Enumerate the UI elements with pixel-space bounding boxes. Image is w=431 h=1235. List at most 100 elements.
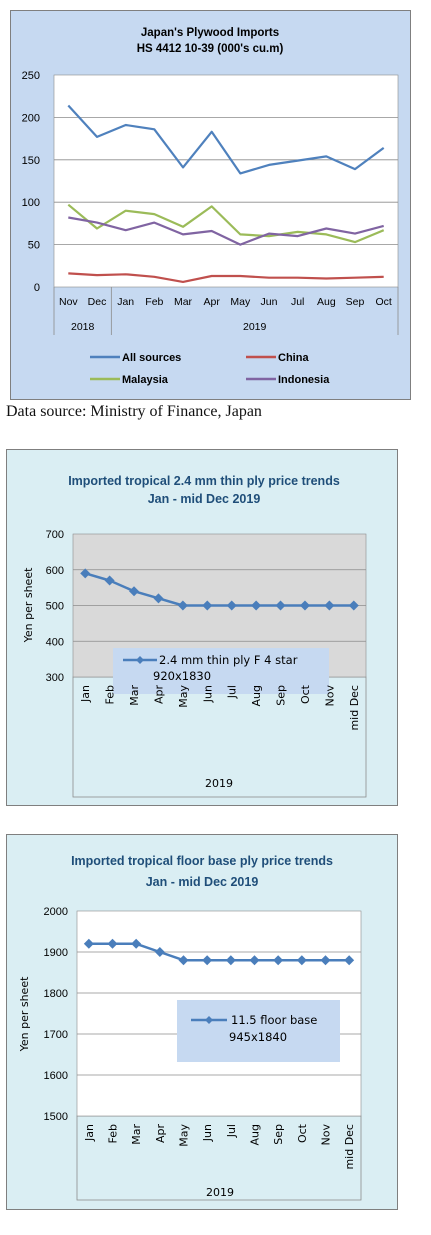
- x-tick-label: Jun: [201, 685, 214, 703]
- floor-base-price-chart-panel: Imported tropical floor base ply price t…: [6, 834, 398, 1210]
- legend-marker: [136, 656, 144, 664]
- y-tick-label: 50: [28, 240, 40, 252]
- data-point: [273, 955, 284, 966]
- thin-ply-price-chart: Imported tropical 2.4 mm thin ply price …: [6, 449, 398, 806]
- x-tick-label: Oct: [375, 296, 391, 308]
- data-point: [225, 955, 236, 966]
- x-tick-label: Nov: [323, 685, 336, 707]
- legend-label: Malaysia: [122, 374, 169, 386]
- plot-area: [53, 74, 399, 288]
- legend-label: 2.4 mm thin ply F 4 star: [159, 653, 298, 667]
- x-tick-label: Mar: [174, 296, 193, 308]
- chart-title: Imported tropical floor base ply price t…: [71, 854, 333, 868]
- x-tick-label: Jun: [261, 296, 278, 308]
- x-tick-label: Jan: [83, 1124, 96, 1142]
- x-tick-label: Jan: [79, 685, 92, 703]
- y-axis-label: Yen per sheet: [22, 567, 35, 644]
- y-tick-label: 0: [34, 282, 40, 294]
- x-tick-label: Aug: [250, 685, 263, 706]
- legend-label: 11.5 floor base: [231, 1013, 317, 1027]
- floor-base-price-chart: Imported tropical floor base ply price t…: [6, 834, 398, 1210]
- x-tick-label: May: [230, 296, 251, 308]
- series-line-china: [68, 272, 384, 283]
- x-tick-label: Sep: [275, 685, 288, 706]
- data-point: [129, 586, 140, 597]
- plywood-imports-chart-panel: Japan's Plywood Imports HS 4412 10-39 (0…: [10, 10, 411, 400]
- y-tick-label: 150: [22, 155, 40, 167]
- x-axis-label: 2019: [205, 777, 233, 790]
- data-point: [153, 593, 164, 604]
- x-tick-label: Mar: [128, 685, 141, 706]
- data-point: [275, 600, 286, 611]
- x-tick-label: Apr: [152, 685, 165, 705]
- y-axis-label: Yen per sheet: [18, 976, 31, 1053]
- x-tick-label: May: [177, 685, 190, 708]
- chart-title: Japan's Plywood Imports: [141, 27, 279, 39]
- legend-label: Indonesia: [278, 374, 330, 386]
- x-tick-label: Feb: [145, 296, 163, 308]
- x-axis-label: 2019: [206, 1186, 234, 1199]
- thin-ply-price-chart-panel: Imported tropical 2.4 mm thin ply price …: [6, 449, 398, 806]
- legend-label: China: [278, 352, 309, 364]
- legend-label: 920x1830: [153, 669, 211, 683]
- x-tick-label: Feb: [107, 1124, 120, 1143]
- x-tick-label: May: [178, 1124, 191, 1147]
- series-line-malaysia: [67, 203, 385, 244]
- y-tick-label: 1600: [44, 1070, 68, 1082]
- x-tick-label: mid Dec: [348, 685, 361, 731]
- x-tick-label: mid Dec: [343, 1124, 356, 1170]
- x-group-label: 2018: [71, 321, 95, 333]
- data-point: [202, 955, 213, 966]
- chart-title: Imported tropical 2.4 mm thin ply price …: [68, 474, 340, 488]
- data-point: [131, 938, 142, 949]
- y-tick-label: 1700: [44, 1029, 68, 1041]
- y-tick-label: 200: [22, 112, 40, 124]
- data-point: [178, 955, 189, 966]
- x-tick-label: Apr: [154, 1124, 167, 1144]
- data-point: [299, 600, 310, 611]
- x-tick-label: Aug: [317, 296, 336, 308]
- data-point: [177, 600, 188, 611]
- data-point: [104, 575, 115, 586]
- x-tick-label: Apr: [203, 296, 220, 308]
- data-point: [80, 568, 91, 579]
- x-tick-label: Mar: [130, 1124, 143, 1145]
- data-point: [296, 955, 307, 966]
- y-tick-label: 700: [46, 529, 64, 541]
- y-tick-label: 250: [22, 70, 40, 82]
- y-tick-label: 300: [46, 672, 64, 684]
- data-point: [107, 938, 118, 949]
- x-group-label: 2019: [243, 321, 267, 333]
- legend-box: [113, 648, 329, 694]
- x-tick-label: Jun: [201, 1124, 214, 1142]
- x-tick-label: Sep: [272, 1124, 285, 1145]
- y-tick-label: 1500: [44, 1111, 68, 1123]
- data-point: [324, 600, 335, 611]
- x-tick-label: Jul: [226, 685, 239, 699]
- series-line-all-sources: [67, 104, 385, 175]
- y-tick-label: 100: [22, 197, 40, 209]
- x-tick-label: Sep: [346, 296, 365, 308]
- x-tick-label: Feb: [104, 685, 117, 704]
- plywood-imports-chart: Japan's Plywood Imports HS 4412 10-39 (0…: [10, 10, 411, 400]
- data-point: [320, 955, 331, 966]
- x-tick-label: Dec: [88, 296, 107, 308]
- y-tick-label: 1900: [44, 947, 68, 959]
- chart-subtitle: HS 4412 10-39 (000's cu.m): [137, 43, 284, 55]
- legend-marker: [205, 1016, 213, 1024]
- data-point: [344, 955, 355, 966]
- data-source-note: Data source: Ministry of Finance, Japan: [6, 403, 262, 420]
- legend-label: All sources: [122, 352, 181, 364]
- x-tick-label: Aug: [249, 1124, 262, 1145]
- x-tick-label: Oct: [299, 684, 312, 704]
- x-tick-label: Jan: [117, 296, 134, 308]
- x-tick-label: Oct: [296, 1123, 309, 1143]
- data-point: [226, 600, 237, 611]
- data-point: [154, 947, 165, 957]
- data-point: [249, 955, 260, 966]
- data-point: [251, 600, 262, 611]
- data-point: [348, 600, 359, 611]
- x-tick-label: Nov: [320, 1124, 333, 1146]
- chart-subtitle: Jan - mid Dec 2019: [146, 875, 259, 889]
- x-tick-label: Nov: [59, 296, 78, 308]
